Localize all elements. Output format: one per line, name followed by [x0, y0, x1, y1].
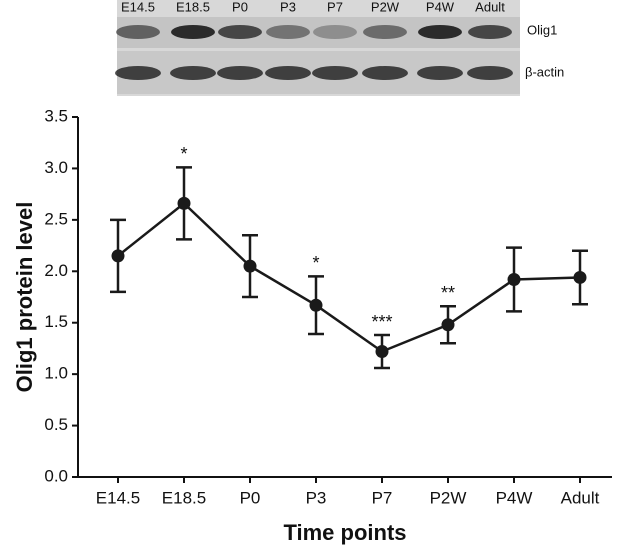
blot-lane-label: P7: [327, 0, 343, 14]
data-point: [441, 318, 455, 332]
blot-lane-label: P2W: [371, 0, 400, 14]
blot-band: [312, 66, 358, 80]
y-tick-label: 1.5: [44, 312, 68, 331]
x-tick-label: P0: [240, 488, 261, 507]
blot-band: [266, 25, 310, 39]
blot-band: [115, 66, 161, 80]
significance-label: *: [312, 253, 319, 273]
blot-band: [363, 25, 407, 39]
blot-lane-label: E14.5: [121, 0, 155, 14]
significance-label: **: [441, 283, 455, 303]
significance-label: ***: [371, 312, 392, 332]
blot-band: [116, 25, 160, 39]
y-tick-label: 1.0: [44, 364, 68, 383]
y-tick-label: 0.5: [44, 415, 68, 434]
x-tick-label: E18.5: [162, 488, 206, 507]
blot-band: [218, 25, 262, 39]
y-axis-label: Olig1 protein level: [12, 202, 37, 393]
y-tick-label: 2.5: [44, 209, 68, 228]
data-point: [111, 249, 125, 263]
x-tick-label: P3: [306, 488, 327, 507]
blot-lane-label: P4W: [426, 0, 455, 14]
y-tick-label: 3.5: [44, 106, 68, 125]
blot-band: [417, 66, 463, 80]
x-tick-label: P4W: [496, 488, 533, 507]
blot-band: [170, 66, 216, 80]
blot-lane-label: Adult: [475, 0, 505, 14]
x-tick-label: Adult: [561, 488, 600, 507]
data-point: [177, 196, 191, 210]
blot-lane-label: E18.5: [176, 0, 210, 14]
y-tick-label: 2.0: [44, 261, 68, 280]
blot-band: [362, 66, 408, 80]
blot-band-label: β-actin: [525, 64, 564, 79]
blot-band: [418, 25, 462, 39]
blot-band: [467, 66, 513, 80]
blot-band: [217, 66, 263, 80]
data-point: [309, 298, 323, 312]
blot-band: [265, 66, 311, 80]
significance-label: *: [180, 144, 187, 164]
y-tick-label: 0.0: [44, 466, 68, 485]
blot-lane-label: P0: [232, 0, 248, 14]
x-tick-label: P2W: [430, 488, 467, 507]
data-point: [573, 270, 587, 284]
blot-lane-label: P3: [280, 0, 296, 14]
x-axis-label: Time points: [283, 520, 406, 545]
data-point: [507, 273, 521, 287]
blot-band: [313, 25, 357, 39]
y-tick-label: 3.0: [44, 158, 68, 177]
blot-band-label: Olig1: [527, 22, 557, 37]
x-tick-label: P7: [372, 488, 393, 507]
blot-band: [171, 25, 215, 39]
x-tick-label: E14.5: [96, 488, 140, 507]
data-point: [375, 345, 389, 359]
series-line: [117, 201, 581, 353]
data-point: [243, 259, 257, 273]
blot-band: [468, 25, 512, 39]
